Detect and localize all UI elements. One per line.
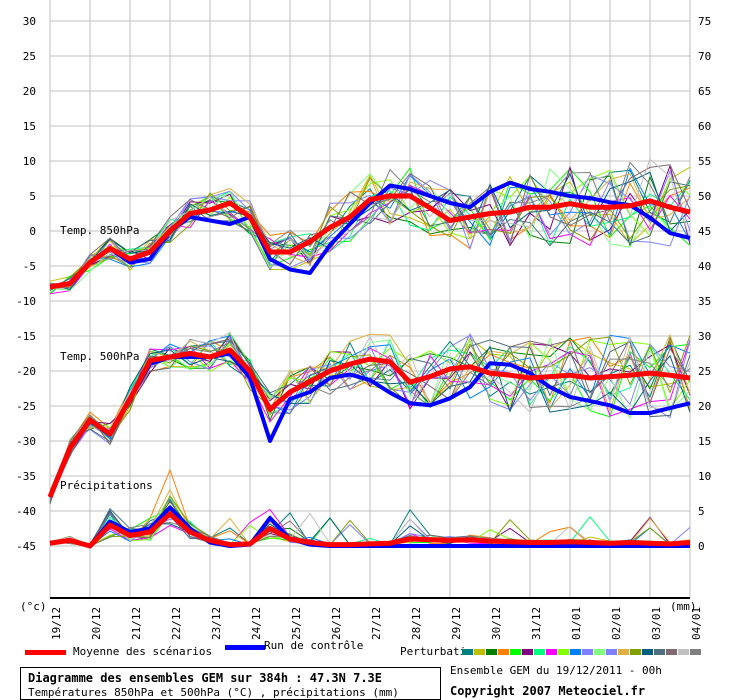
perturbation-color-swatch [618,649,629,655]
left-tick-label: -40 [16,505,36,518]
chart-subtitle: Températures 850hPa et 500hPa (°C) , pré… [28,686,399,699]
x-tick-label: 20/12 [90,607,103,640]
x-tick-label: 01/01 [570,607,583,640]
right-tick-label: 70 [698,50,711,63]
perturbation-line [49,512,691,547]
x-tick-label: 31/12 [530,607,543,640]
x-tick-label: 21/12 [130,607,143,640]
perturbation-color-swatch [510,649,521,655]
label-t850: Temp. 850hPa [60,224,140,237]
info-box: Diagramme des ensembles GEM sur 384h : 4… [20,667,441,700]
perturbation-line [49,333,691,497]
x-tick-label: 25/12 [290,607,303,640]
perturbation-color-swatch [522,649,533,655]
perturbation-color-swatch [594,649,605,655]
right-tick-label: 20 [698,400,711,413]
right-tick-label: 75 [698,15,711,28]
right-unit-label: (mm) [670,600,697,613]
left-tick-label: 20 [23,85,36,98]
right-tick-label: 50 [698,190,711,203]
left-tick-label: -25 [16,400,36,413]
left-unit-label: (°c) [20,600,47,613]
perturbation-color-swatch [486,649,497,655]
legend-control-label: Run de contrôle [264,639,364,652]
left-tick-label: -30 [16,435,36,448]
ensemble-mean-line [49,193,691,290]
perturbation-color-swatch [630,649,641,655]
right-tick-label: 10 [698,470,711,483]
right-tick-label: 30 [698,330,711,343]
perturbation-color-swatch [654,649,665,655]
left-tick-label: 25 [23,50,36,63]
left-tick-label: -15 [16,330,36,343]
chart-title: Diagramme des ensembles GEM sur 384h : 4… [28,671,383,685]
control-run-line [49,180,691,289]
right-tick-label: 55 [698,155,711,168]
label-precip: Précipitations [60,479,153,492]
left-tick-label: -35 [16,470,36,483]
left-tick-label: -10 [16,295,36,308]
left-tick-label: 10 [23,155,36,168]
perturbation-color-swatch [582,649,593,655]
perturbation-color-swatch [606,649,617,655]
left-tick-label: 0 [29,225,36,238]
perturbation-line [49,338,691,505]
x-tick-label: 29/12 [450,607,463,640]
x-tick-label: 28/12 [410,607,423,640]
label-t500: Temp. 500hPa [60,350,140,363]
ensemble-mean-line [49,511,691,549]
perturbation-line [49,334,691,499]
perturbation-color-swatch [534,649,545,655]
left-tick-label: -20 [16,365,36,378]
right-tick-label: 5 [698,505,705,518]
right-tick-label: 60 [698,120,711,133]
perturbation-line [49,339,691,498]
perturbation-color-swatch [570,649,581,655]
left-tick-label: 30 [23,15,36,28]
x-tick-label: 19/12 [50,607,63,640]
ensemble-chart: 19/12 20/12 21/12 22/12 23/12 24/12 25/12 26/12… [16,0,711,640]
left-tick-label: 15 [23,120,36,133]
x-tick-label: 27/12 [370,607,383,640]
perturbation-color-swatch [498,649,509,655]
x-tick-label: 03/01 [650,607,663,640]
perturbation-color-swatch [546,649,557,655]
left-tick-label: 5 [29,190,36,203]
left-tick-label: -5 [23,260,36,273]
x-tick-label: 24/12 [250,607,263,640]
legend-perturbation-swatches [462,649,701,655]
x-tick-label: 22/12 [170,607,183,640]
left-tick-label: -45 [16,540,36,553]
perturbation-line [49,184,691,295]
right-tick-label: 40 [698,260,711,273]
ensemble-mean-line [47,347,691,498]
right-tick-label: 25 [698,365,711,378]
copyright: Copyright 2007 Meteociel.fr [450,684,646,698]
perturbation-color-swatch [462,649,473,655]
right-tick-label: 35 [698,295,711,308]
legend-control-swatch [225,645,265,650]
perturbation-color-swatch [558,649,569,655]
x-tick-label: 04/01 [690,607,703,640]
perturbation-line [49,339,691,502]
x-tick-label: 23/12 [210,607,223,640]
perturbation-line [49,158,691,289]
right-tick-label: 0 [698,540,705,553]
right-tick-label: 45 [698,225,711,238]
perturbation-line [49,182,691,290]
perturbation-color-swatch [642,649,653,655]
perturbation-color-swatch [666,649,677,655]
perturbation-color-swatch [678,649,689,655]
legend-mean-label: Moyenne des scénarios [73,645,213,658]
x-tick-label: 02/01 [610,607,623,640]
x-tick-label: 30/12 [490,607,503,640]
right-tick-label: 15 [698,435,711,448]
run-info: Ensemble GEM du 19/12/2011 - 00h [450,664,662,677]
x-tick-label: 26/12 [330,607,343,640]
perturbation-color-swatch [474,649,485,655]
right-tick-label: 65 [698,85,711,98]
perturbation-color-swatch [690,649,701,655]
legend-mean-swatch [25,650,66,655]
